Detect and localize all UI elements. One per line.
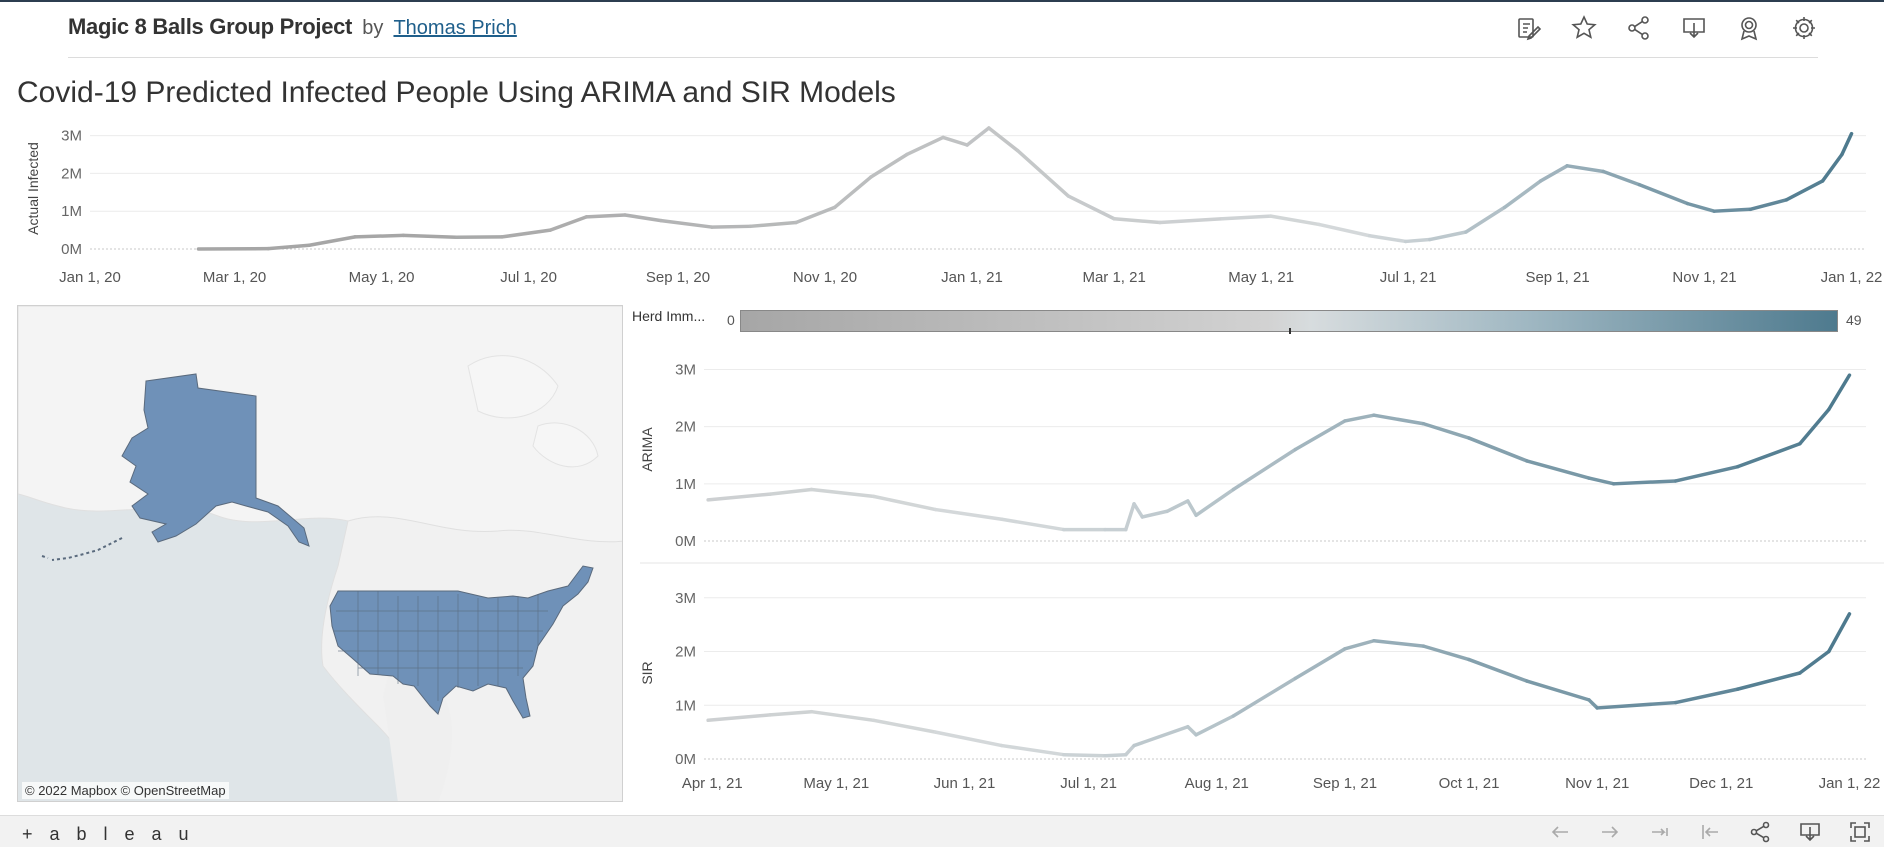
line-segment[interactable]: [1002, 519, 1064, 529]
x-tick-label: Oct 1, 21: [1439, 775, 1500, 792]
line-segment[interactable]: [1188, 501, 1196, 515]
replay-icon[interactable]: [1648, 820, 1672, 844]
x-tick-label: May 1, 21: [803, 775, 869, 792]
line-segment[interactable]: [1295, 649, 1345, 679]
y-tick-label: 1M: [675, 476, 696, 493]
model-charts[interactable]: 0M 1M 2M 3M ARIMA 0M 1M 2M 3M SIR Apr 1, 21 May 1, …: [0, 0, 1884, 815]
arima-series[interactable]: 0M 1M 2M 3M ARIMA: [639, 361, 1866, 550]
tableau-logo[interactable]: + a b l e a u: [22, 824, 195, 845]
x-tick-label: Jul 1, 21: [1060, 775, 1117, 792]
line-segment[interactable]: [812, 490, 874, 497]
y-tick-label: 1M: [675, 697, 696, 714]
line-segment[interactable]: [936, 510, 1002, 520]
line-segment[interactable]: [1345, 641, 1374, 649]
x-tick-label: Sep 1, 21: [1313, 775, 1377, 792]
line-segment[interactable]: [1064, 755, 1105, 756]
line-segment[interactable]: [708, 715, 770, 720]
line-segment[interactable]: [1134, 727, 1188, 746]
footer-toolbar: [1522, 820, 1872, 844]
x-tick-label: Dec 1, 21: [1689, 775, 1753, 792]
line-segment[interactable]: [1105, 755, 1126, 756]
line-segment[interactable]: [1126, 504, 1134, 530]
line-segment[interactable]: [1676, 467, 1738, 481]
x-tick-label: Aug 1, 21: [1185, 775, 1249, 792]
fullscreen-icon[interactable]: [1848, 820, 1872, 844]
x-tick-label: Apr 1, 21: [682, 775, 743, 792]
y-tick-label: 0M: [675, 533, 696, 550]
line-segment[interactable]: [1738, 444, 1800, 467]
line-segment[interactable]: [936, 732, 1002, 745]
line-segment[interactable]: [1424, 424, 1469, 438]
y-axis-label: ARIMA: [639, 427, 655, 472]
line-segment[interactable]: [1800, 652, 1829, 674]
redo-icon[interactable]: [1598, 820, 1622, 844]
y-tick-label: 0M: [675, 751, 696, 768]
line-segment[interactable]: [1424, 646, 1469, 659]
line-segment[interactable]: [1374, 415, 1424, 424]
line-segment[interactable]: [1374, 641, 1424, 646]
line-segment[interactable]: [1469, 438, 1527, 461]
line-segment[interactable]: [874, 496, 936, 509]
download-icon[interactable]: [1798, 820, 1822, 844]
viz-footer: + a b l e a u: [0, 815, 1884, 847]
share-icon[interactable]: [1748, 820, 1772, 844]
line-segment[interactable]: [770, 490, 811, 495]
line-segment[interactable]: [1469, 660, 1527, 682]
x-tick-label: Nov 1, 21: [1565, 775, 1629, 792]
line-segment[interactable]: [770, 712, 811, 715]
line-segment[interactable]: [1829, 375, 1850, 409]
y-axis-label: SIR: [639, 661, 655, 684]
line-segment[interactable]: [1142, 511, 1167, 517]
x-tick-label: Jun 1, 21: [934, 775, 996, 792]
sir-series[interactable]: 0M 1M 2M 3M SIR Apr 1, 21 May 1, 21 Jun 1, 21 Ju…: [639, 590, 1880, 792]
revert-icon[interactable]: [1698, 820, 1722, 844]
line-segment[interactable]: [1002, 746, 1064, 755]
line-segment[interactable]: [708, 494, 770, 500]
line-segment[interactable]: [1738, 673, 1800, 689]
line-segment[interactable]: [1233, 678, 1295, 716]
line-segment[interactable]: [812, 712, 874, 721]
x-tick-label: Jan 1, 22: [1819, 775, 1881, 792]
line-segment[interactable]: [1295, 421, 1345, 450]
line-segment[interactable]: [1134, 504, 1142, 517]
line-segment[interactable]: [1345, 415, 1374, 421]
undo-icon[interactable]: [1548, 820, 1572, 844]
line-segment[interactable]: [1829, 614, 1850, 652]
line-segment[interactable]: [1527, 461, 1589, 478]
y-tick-label: 3M: [675, 590, 696, 607]
y-tick-label: 2M: [675, 419, 696, 436]
line-segment[interactable]: [1589, 478, 1614, 484]
y-tick-label: 2M: [675, 644, 696, 661]
line-segment[interactable]: [1196, 716, 1233, 735]
line-segment[interactable]: [874, 720, 936, 732]
line-segment[interactable]: [1167, 501, 1188, 511]
line-segment[interactable]: [1676, 689, 1738, 702]
line-segment[interactable]: [1527, 681, 1589, 700]
line-segment[interactable]: [1196, 490, 1233, 516]
y-tick-label: 3M: [675, 361, 696, 378]
line-segment[interactable]: [1126, 746, 1134, 755]
